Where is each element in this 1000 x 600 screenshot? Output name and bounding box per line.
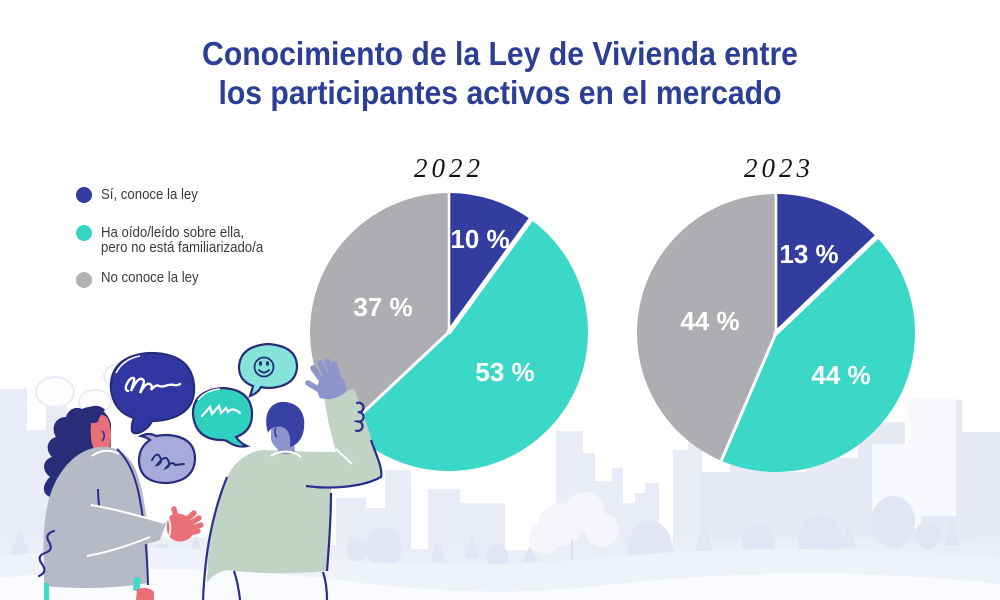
svg-text:13 %: 13 % (779, 239, 838, 269)
svg-text:10 %: 10 % (450, 224, 509, 254)
svg-text:2022: 2022 (414, 153, 484, 183)
svg-text:2023: 2023 (744, 153, 814, 183)
svg-text:44 %: 44 % (680, 306, 739, 336)
svg-text:37 %: 37 % (353, 292, 412, 322)
svg-text:53 %: 53 % (475, 357, 534, 387)
svg-text:44 %: 44 % (811, 360, 870, 390)
